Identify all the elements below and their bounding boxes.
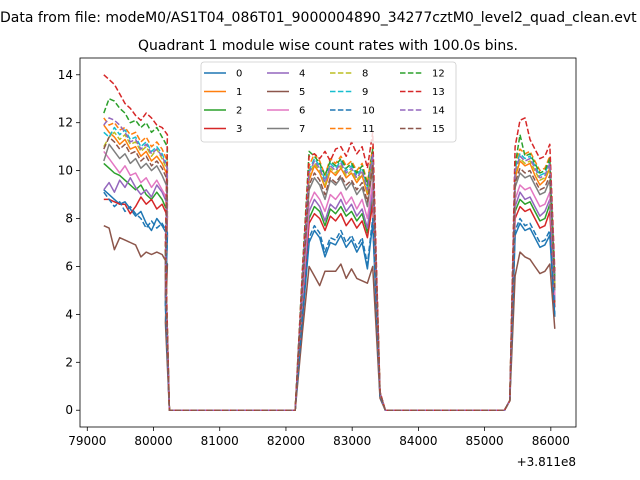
series-line-5 bbox=[103, 225, 556, 411]
legend-label-11: 11 bbox=[362, 124, 375, 135]
y-tick-label-2: 4 bbox=[65, 307, 73, 321]
legend-label-12: 12 bbox=[432, 69, 445, 80]
chart-suptitle: Data from file: modeM0/AS1T04_086T01_900… bbox=[0, 10, 637, 26]
legend-label-5: 5 bbox=[299, 87, 305, 98]
x-offset-text: +3.811e8 bbox=[517, 455, 576, 469]
series-line-15 bbox=[103, 136, 556, 411]
legend-label-7: 7 bbox=[299, 124, 305, 135]
ticks-layer: 79000 80000 81000 82000 83000 84000 85000 86000… bbox=[58, 68, 570, 448]
x-tick-label-1: 80000 bbox=[134, 434, 172, 448]
legend-label-2: 2 bbox=[236, 106, 242, 117]
x-tick-label-3: 82000 bbox=[267, 434, 305, 448]
chart-title: Quadrant 1 module wise count rates with … bbox=[138, 38, 518, 54]
series-line-2 bbox=[103, 162, 556, 411]
y-tick-label-1: 2 bbox=[65, 355, 73, 369]
y-tick-label-4: 8 bbox=[65, 212, 73, 226]
legend-label-8: 8 bbox=[362, 69, 368, 80]
series-line-6 bbox=[103, 150, 556, 411]
y-tick-label-0: 0 bbox=[65, 403, 73, 417]
legend-label-3: 3 bbox=[236, 124, 242, 135]
series-line-0 bbox=[103, 189, 556, 411]
series-line-3 bbox=[103, 196, 556, 411]
series-line-12 bbox=[103, 97, 556, 411]
legend-label-15: 15 bbox=[432, 124, 445, 135]
x-tick-label-7: 86000 bbox=[532, 434, 570, 448]
x-tick-label-2: 81000 bbox=[201, 434, 239, 448]
legend-label-6: 6 bbox=[299, 106, 305, 117]
legend-label-13: 13 bbox=[432, 87, 445, 98]
y-tick-label-6: 12 bbox=[58, 116, 73, 130]
legend-label-4: 4 bbox=[299, 69, 305, 80]
x-tick-label-5: 84000 bbox=[399, 434, 437, 448]
series-line-10 bbox=[103, 191, 556, 411]
x-tick-label-4: 83000 bbox=[333, 434, 371, 448]
legend-label-9: 9 bbox=[362, 87, 368, 98]
legend-label-0: 0 bbox=[236, 69, 242, 80]
y-tick-label-5: 10 bbox=[58, 164, 73, 178]
legend-label-14: 14 bbox=[432, 106, 445, 117]
axes-frame bbox=[79, 57, 577, 428]
series-layer bbox=[103, 74, 556, 411]
y-tick-label-3: 6 bbox=[65, 259, 73, 273]
series-line-7 bbox=[103, 143, 556, 411]
y-tick-label-7: 14 bbox=[58, 68, 73, 82]
x-tick-label-6: 85000 bbox=[466, 434, 504, 448]
legend-label-1: 1 bbox=[236, 87, 242, 98]
legend-label-10: 10 bbox=[362, 106, 375, 117]
legend-box bbox=[200, 61, 457, 143]
x-tick-label-0: 79000 bbox=[68, 434, 106, 448]
